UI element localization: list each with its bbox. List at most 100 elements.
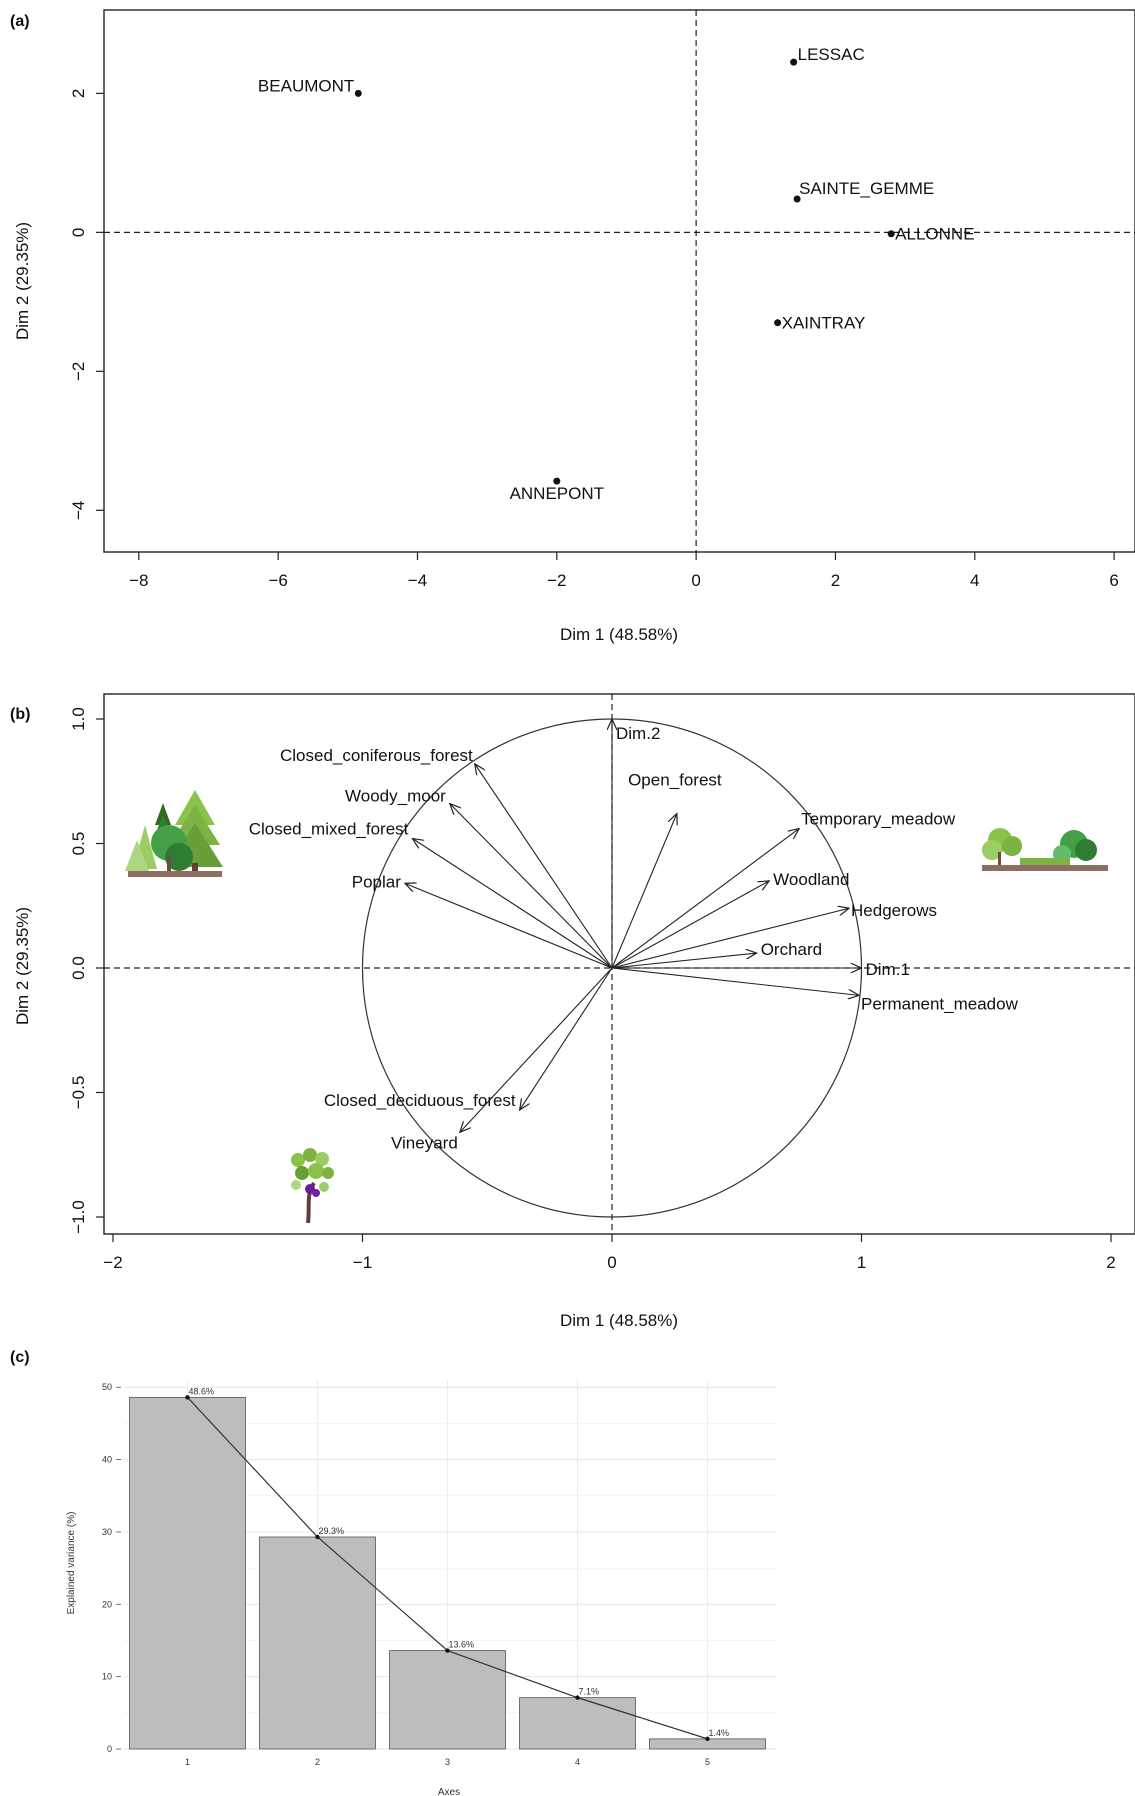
vector-label-woodland: Woodland: [773, 870, 849, 889]
x-tick-label: 2: [315, 1757, 320, 1767]
vector-label-woody-moor: Woody_moor: [345, 787, 446, 806]
x-tick-label: −2: [103, 1253, 122, 1272]
x-axis-label: Dim 1 (48.58%): [560, 1311, 678, 1330]
axis-ticks: −2 −1 0 1 2 −1.0 −0.5 0.0 0.5 1.0: [69, 707, 1116, 1272]
x-tick-label: 0: [607, 1253, 616, 1272]
panel-label-a: (a): [10, 13, 30, 30]
x-tick-label: 2: [831, 571, 840, 590]
points-layer: BEAUMONT LESSAC SAINTE_GEMME ALLONNE XAINTRA…: [258, 45, 975, 503]
data-label: 48.6%: [189, 1386, 215, 1396]
x-tick-label: 5: [705, 1757, 710, 1767]
point-beaumont: [354, 89, 362, 97]
y-tick-label: 0.5: [69, 832, 88, 856]
x-tick-label: 4: [970, 571, 979, 590]
plot-frame: [103, 693, 1135, 1235]
vector-open-forest: [611, 814, 677, 969]
point-label-beaumont: BEAUMONT: [258, 76, 354, 95]
vector-closed-mixed-forest: [412, 839, 613, 969]
point-label-lessac: LESSAC: [798, 45, 865, 64]
bar-axis-3: [389, 1650, 506, 1750]
x-tick-label: 6: [1109, 571, 1118, 590]
vector-woodland: [611, 881, 769, 969]
x-axis-label: Dim 1 (48.58%): [560, 625, 678, 644]
vector-label-permanent-meadow: Permanent_meadow: [861, 994, 1019, 1013]
x-tick-label: 1: [185, 1757, 190, 1767]
vector-label-open-forest: Open_forest: [628, 771, 722, 790]
x-tick-label: 2: [1106, 1253, 1115, 1272]
vector-label-temporary-meadow: Temporary_meadow: [801, 810, 956, 829]
y-tick-label: 0: [69, 228, 88, 237]
y-tick-label: 0.0: [69, 956, 88, 980]
axis-ticks: −8 −6 −4 −2 0 2 4 6 −4 −2 0 2: [69, 89, 1119, 590]
variance-line: [185, 1395, 710, 1742]
y-tick-label: 2: [69, 89, 88, 98]
panel-label-c: (c): [10, 1349, 30, 1366]
y-tick-label: 10: [102, 1672, 112, 1682]
y-tick-label: −2: [69, 362, 88, 381]
point-label-xaintray: XAINTRAY: [782, 314, 866, 333]
y-tick-label: 40: [102, 1455, 112, 1465]
vectors-layer: Dim.2 Dim.1 Closed_coniferous_forest Woody_…: [249, 719, 1019, 1152]
y-tick-label: 20: [102, 1599, 112, 1609]
data-label: 7.1%: [579, 1687, 600, 1697]
vector-label-vineyard: Vineyard: [391, 1133, 458, 1152]
x-tick-label: −6: [268, 571, 287, 590]
panel-label-b: (b): [10, 706, 30, 723]
vector-label-closed-mixed-forest: Closed_mixed_forest: [249, 820, 409, 839]
x-axis-label: Axes: [438, 1787, 460, 1796]
variance-point: [185, 1395, 190, 1400]
vector-woody-moor: [450, 804, 613, 969]
vector-label-dim-1: Dim.1: [866, 960, 910, 979]
y-tick-label: 1.0: [69, 707, 88, 731]
y-axis-label: Dim 2 (29.35%): [13, 907, 32, 1025]
x-tick-label: 1: [857, 1253, 866, 1272]
y-axis-label: Explained variance (%): [66, 1512, 77, 1615]
y-tick-label: 30: [102, 1527, 112, 1537]
vector-label-closed-deciduous-forest: Closed_deciduous_forest: [324, 1091, 516, 1110]
grapevine-icon: [291, 1148, 334, 1224]
vector-hedgerows: [611, 908, 849, 969]
vector-closed-coniferous-forest: [475, 764, 613, 969]
vector-temporary-meadow: [611, 829, 799, 969]
data-label: 29.3%: [319, 1526, 345, 1536]
bar-axis-4: [519, 1697, 636, 1750]
variance-point: [315, 1534, 320, 1540]
point-xaintray: [774, 319, 782, 327]
y-tick-label: 0: [107, 1744, 112, 1754]
variance-point: [705, 1736, 710, 1742]
point-label-allonne: ALLONNE: [895, 225, 974, 244]
meadow-hedgerow-icon: [982, 828, 1108, 871]
x-tick-label: −8: [129, 571, 148, 590]
vector-label-orchard: Orchard: [761, 940, 822, 959]
vector-label-hedgerows: Hedgerows: [851, 901, 937, 920]
variables-correlation-circle: −2 −1 0 1 2 −1.0 −0.5 0.0 0.5 1.0 Dim.2 Dim.1 Close…: [13, 693, 1135, 1330]
variance-point: [575, 1695, 580, 1700]
individuals-factor-map: −8 −6 −4 −2 0 2 4 6 −4 −2 0 2 BEAUMONT LESSAC SAINTE_…: [13, 9, 1135, 644]
data-label: 1.4%: [709, 1728, 730, 1738]
mixed-forest-icon: [125, 790, 223, 877]
bar-axis-1: [129, 1396, 246, 1750]
vector-label-closed-coniferous-forest: Closed_coniferous_forest: [280, 746, 473, 765]
data-label: 13.6%: [449, 1640, 475, 1650]
point-sainte_gemme: [793, 195, 801, 203]
y-tick-label: −1.0: [69, 1200, 88, 1234]
plot-frame: [103, 9, 1135, 553]
point-lessac: [790, 58, 798, 66]
point-label-annepont: ANNEPONT: [510, 484, 604, 503]
x-tick-label: 0: [691, 571, 700, 590]
vector-poplar: [405, 883, 613, 969]
y-tick-label: −0.5: [69, 1076, 88, 1110]
vector-vineyard: [460, 967, 613, 1132]
vector-label-poplar: Poplar: [352, 872, 401, 891]
variance-point: [445, 1648, 450, 1653]
vector-permanent-meadow: [611, 967, 859, 995]
reference-lines: [104, 10, 1135, 552]
x-tick-label: −2: [547, 571, 566, 590]
point-label-sainte_gemme: SAINTE_GEMME: [799, 179, 934, 198]
bar-axis-2: [259, 1536, 376, 1750]
vector-orchard: [611, 953, 757, 969]
bars-layer: 48.6% 29.3% 13.6% 7.1% 1.4%: [129, 1386, 766, 1750]
x-tick-label: 4: [575, 1757, 580, 1767]
y-tick-label: 50: [102, 1382, 112, 1392]
